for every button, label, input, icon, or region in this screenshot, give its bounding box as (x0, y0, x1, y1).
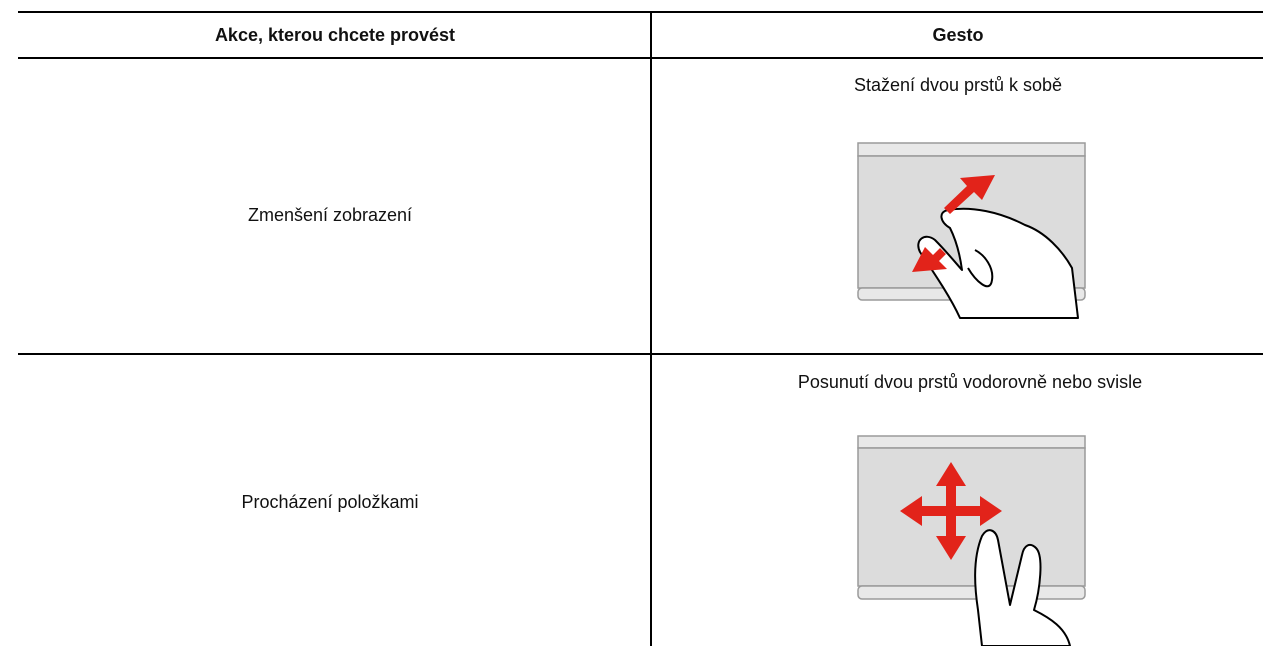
header-cell: Gesto (932, 25, 983, 45)
action-cell: Procházení položkami (241, 492, 418, 512)
gesture-cell: Posunutí dvou prstů vodorovně nebo svisl… (798, 372, 1142, 392)
header-cell: Akce, kterou chcete provést (215, 25, 455, 45)
action-cell: Zmenšení zobrazení (248, 205, 412, 225)
scroll-illustration (857, 435, 1086, 646)
gesture-cell: Stažení dvou prstů k sobě (854, 75, 1062, 95)
pinch-illustration (857, 142, 1086, 319)
